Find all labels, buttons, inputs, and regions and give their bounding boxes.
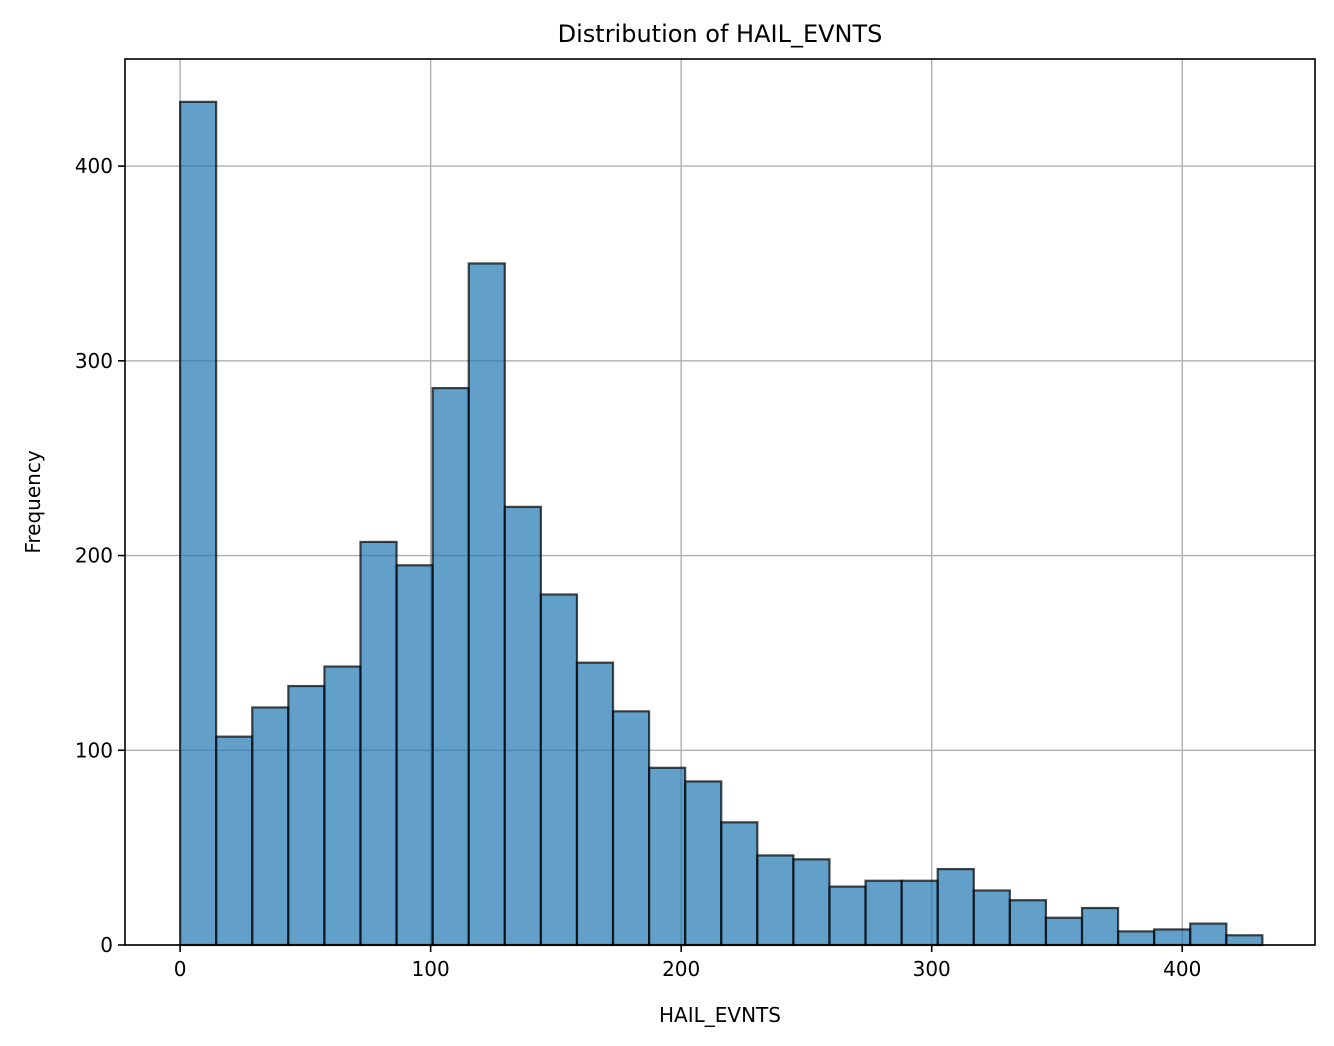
histogram-bar [431, 386, 470, 947]
histogram-bar [972, 889, 1011, 947]
histogram-bar [684, 780, 723, 947]
histogram-bar [1080, 906, 1120, 947]
x-axis-ticks: 0 100 200 300 400 [174, 945, 1201, 981]
histogram-bar [1116, 930, 1156, 947]
histogram-bar [900, 879, 939, 947]
histogram-bar [611, 710, 651, 947]
x-tick-label: 200 [662, 957, 700, 981]
x-axis-label: HAIL_EVNTS [659, 1003, 781, 1027]
histogram-bar [575, 661, 615, 947]
histogram-bar [756, 854, 795, 947]
histogram-bar [503, 505, 542, 947]
histogram-bar [467, 262, 506, 947]
y-axis-label: Frequency [21, 450, 45, 553]
y-tick-label: 400 [75, 154, 113, 178]
histogram-bar [323, 665, 362, 947]
histogram-bar [359, 540, 398, 947]
chart-title: Distribution of HAIL_EVNTS [558, 20, 883, 48]
histogram-bar [215, 735, 254, 947]
histogram-bar [648, 766, 687, 947]
y-axis-ticks: 0 100 200 300 400 [75, 154, 125, 957]
histogram-bar [792, 858, 831, 947]
histogram-bar [864, 879, 903, 947]
histogram-bar [539, 593, 579, 947]
x-tick-label: 0 [174, 957, 187, 981]
y-tick-label: 200 [75, 544, 113, 568]
histogram-bar [1153, 928, 1192, 947]
histogram-bar [251, 706, 290, 947]
histogram-bar [828, 885, 867, 947]
y-tick-label: 0 [100, 933, 113, 957]
histogram-bar [1008, 899, 1048, 947]
histogram-bar [720, 821, 759, 947]
histogram-bar [1189, 922, 1228, 947]
histogram-bar [287, 684, 326, 947]
histogram-bar [1225, 934, 1264, 947]
x-tick-label: 400 [1163, 957, 1201, 981]
plot-area-frame [124, 58, 1316, 946]
y-tick-label: 300 [75, 349, 113, 373]
histogram-bar [395, 564, 434, 947]
histogram-bar [1044, 916, 1084, 947]
x-tick-label: 300 [913, 957, 951, 981]
x-tick-label: 100 [412, 957, 450, 981]
histogram-bar [179, 100, 218, 947]
histogram-bar [936, 867, 975, 947]
y-tick-label: 100 [75, 738, 113, 762]
histogram-bars [179, 100, 1264, 947]
